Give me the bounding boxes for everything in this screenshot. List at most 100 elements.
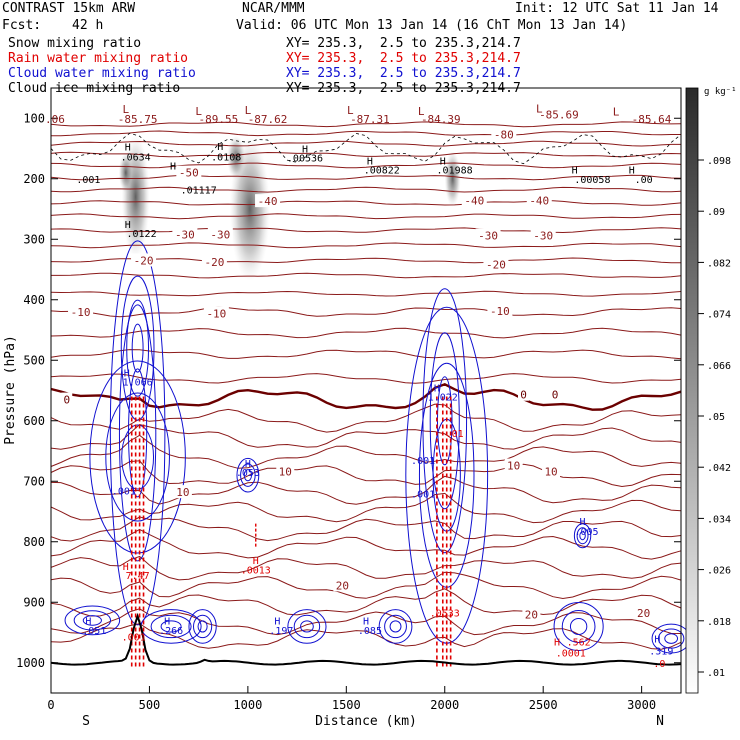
rain-label-3: 7.47: [126, 571, 150, 582]
temperature-label-10: -20: [204, 256, 224, 269]
temperature-label-group-10: -20: [201, 255, 227, 269]
temperature-label-bg-7: [475, 228, 501, 242]
center-title: NCAR/MMM: [242, 1, 305, 16]
cloud-water-contour-8-3: [188, 609, 217, 644]
extreme-label-11: L: [536, 103, 543, 116]
cloud-water-contour-8-1: [197, 620, 208, 633]
cloud-water-label-7: .001: [411, 456, 435, 467]
snow-shading-4: [118, 152, 133, 193]
isotherm-22: [50, 460, 682, 488]
legend-cloud-water-label: Cloud water mixing ratio: [8, 66, 196, 81]
colorbar-tick-label-9: .018: [707, 617, 731, 628]
cloud-water-contour-1-3: [109, 240, 166, 626]
cloud-ice-label-12: .01988: [437, 166, 473, 177]
colorbar-tick-label-3: .074: [707, 310, 731, 321]
cloud-water-label-18: .085: [358, 626, 382, 637]
colorbar-tick-label-1: .09: [707, 207, 725, 218]
temperature-label-5: -30: [175, 228, 195, 241]
rain-label-10: .0: [653, 659, 665, 670]
temperature-label-bg-6: [207, 227, 233, 241]
legend-cloud-water-xy: XY= 235.3, 2.5 to 235.3,214.7: [286, 66, 521, 81]
temperature-label-bg-11: [483, 257, 509, 271]
temperature-label-22: 20: [336, 579, 349, 592]
temperature-label-21: 10: [176, 486, 189, 499]
isotherm-10: [50, 242, 682, 249]
temperature-label-group-2: -40: [255, 194, 281, 208]
rain-label-0: H: [253, 556, 259, 567]
cloud-water-label-6: 1.022: [428, 393, 458, 404]
extreme-label-0: L: [123, 103, 130, 116]
temperature-label-bg-18: [276, 464, 295, 478]
cloud-water-label-4: .053: [236, 468, 260, 479]
legend-rain-xy: XY= 235.3, 2.5 to 235.3,214.7: [286, 51, 521, 66]
cloud-water-contour-6-2: [73, 610, 112, 631]
temperature-label-14: -10: [490, 305, 510, 318]
temperature-label-group-22: 20: [333, 578, 352, 592]
cloud-water-label-8: .001: [411, 489, 435, 500]
temperature-label-bg-21: [173, 485, 192, 499]
extreme-label-12: -85.69: [539, 109, 579, 122]
extreme-label-1: .06: [45, 113, 65, 126]
temperature-label-group-12: -10: [68, 304, 94, 319]
isotherm-15: [50, 327, 682, 339]
colorbar-tick-label-0: .098: [707, 156, 731, 167]
temperature-label-6: -30: [210, 228, 230, 241]
isotherm-3: [50, 151, 682, 158]
temperature-label-bg-14: [487, 304, 513, 318]
isotherm-16: [50, 349, 682, 360]
snow-shading-3: [444, 150, 461, 207]
temperature-label-group-14: -10: [487, 304, 513, 318]
cloud-water-contour-7-1: [160, 620, 182, 633]
temperature-label-bg-20: [542, 464, 561, 478]
temperature-label-group-15: 0: [61, 392, 73, 407]
temperature-label-20: 10: [544, 466, 557, 479]
cloud-water-label-20: .319: [649, 647, 673, 658]
cloud-water-contour-0-3: [120, 275, 155, 421]
temperature-label-13: -10: [206, 308, 226, 321]
isotherm-6: [50, 186, 682, 193]
isotherm-29: [50, 588, 682, 617]
cloud-ice-label-2: .001: [76, 175, 100, 186]
temperature-label-group-11: -20: [483, 257, 509, 272]
isotherm-30: [50, 608, 682, 636]
colorbar-tick-label-10: .01: [707, 668, 725, 679]
cloud-water-label-16: .197: [269, 626, 293, 637]
cloud-water-label-12: .051: [82, 626, 106, 637]
cloud-water-label-19: H: [654, 635, 660, 646]
temperature-label-12: -10: [71, 306, 91, 319]
temperature-label-group-21: 10: [173, 485, 192, 499]
colorbar-tick-label-5: .05: [707, 412, 725, 423]
cloud-water-contour-12-3: [236, 457, 260, 493]
isotherm-9: [50, 227, 682, 234]
temperature-label-bg-0: [491, 127, 517, 141]
extreme-label-6: -87.62: [248, 113, 288, 126]
temperature-label-group-0: -80: [491, 127, 517, 142]
temperature-label-9: -20: [134, 254, 154, 267]
cloud-ice-label-13: H: [572, 166, 578, 177]
extreme-label-4: -89.55: [198, 113, 238, 126]
y-tick-label-4: 500: [23, 353, 45, 367]
south-label: S: [82, 714, 90, 729]
legend-snow-label: Snow mixing ratio: [8, 36, 142, 51]
x-tick-label-3: 1500: [332, 698, 361, 712]
cloud-water-label-14: .266: [159, 626, 183, 637]
cloud-ice-label-9: H: [367, 157, 373, 168]
forecast-label: Fcst:: [2, 18, 42, 33]
cloud-water-contour-11-2: [657, 628, 685, 649]
temperature-label-bg-16: [518, 387, 529, 401]
y-tick-label-0: 100: [23, 111, 45, 125]
cloud-water-contour-2-1: [121, 424, 155, 490]
isotherm-31: [50, 623, 682, 650]
cloud-water-contour-6-3: [64, 605, 121, 636]
temperature-label-bg-19: [504, 458, 523, 472]
temperature-label-bg-13: [203, 306, 229, 320]
init-time: Init: 12 UTC Sat 11 Jan 14: [515, 1, 719, 16]
temperature-label-group-17: 0: [549, 387, 561, 402]
temperature-label-bg-3: [461, 193, 487, 207]
cloud-water-contour-3-3: [422, 288, 468, 554]
x-tick-label-1: 500: [139, 698, 161, 712]
y-tick-label-1: 200: [23, 172, 45, 186]
cloud-water-contour-13-3: [573, 523, 592, 549]
temperature-label-bg-10: [201, 255, 227, 269]
temperature-label-group-23: 20: [522, 607, 541, 621]
